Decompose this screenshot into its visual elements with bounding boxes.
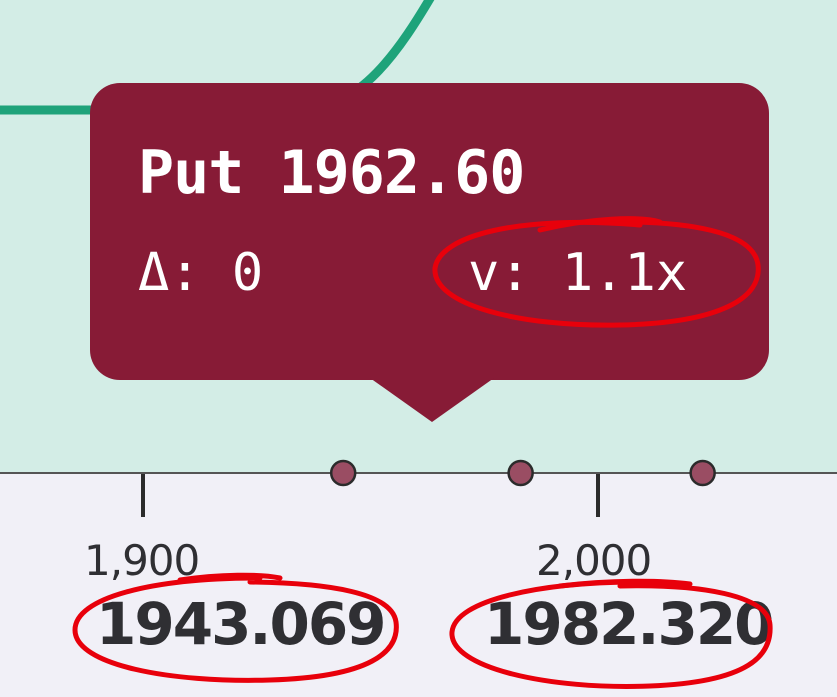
x-value-label-2: 1982.320 <box>484 590 775 658</box>
tooltip-delta: Δ: 0 <box>138 243 264 303</box>
x-tick-label-1900: 1,900 <box>84 536 200 585</box>
data-point-3[interactable] <box>689 459 716 487</box>
x-tick-label-2000: 2,000 <box>536 536 652 585</box>
data-point-1[interactable] <box>329 459 357 487</box>
x-axis-line <box>0 472 837 474</box>
tooltip-title: Put 1962.60 <box>138 138 525 208</box>
tooltip-volume: v: 1.1x <box>468 243 688 303</box>
x-tick-2000 <box>596 474 600 517</box>
data-point-2[interactable] <box>507 459 534 487</box>
tooltip: Put 1962.60 Δ: 0 v: 1.1x <box>90 83 769 380</box>
tooltip-arrow <box>370 378 494 422</box>
x-tick-1900 <box>141 474 145 517</box>
x-value-label-1: 1943.069 <box>96 590 387 658</box>
data-points-layer <box>329 459 716 487</box>
